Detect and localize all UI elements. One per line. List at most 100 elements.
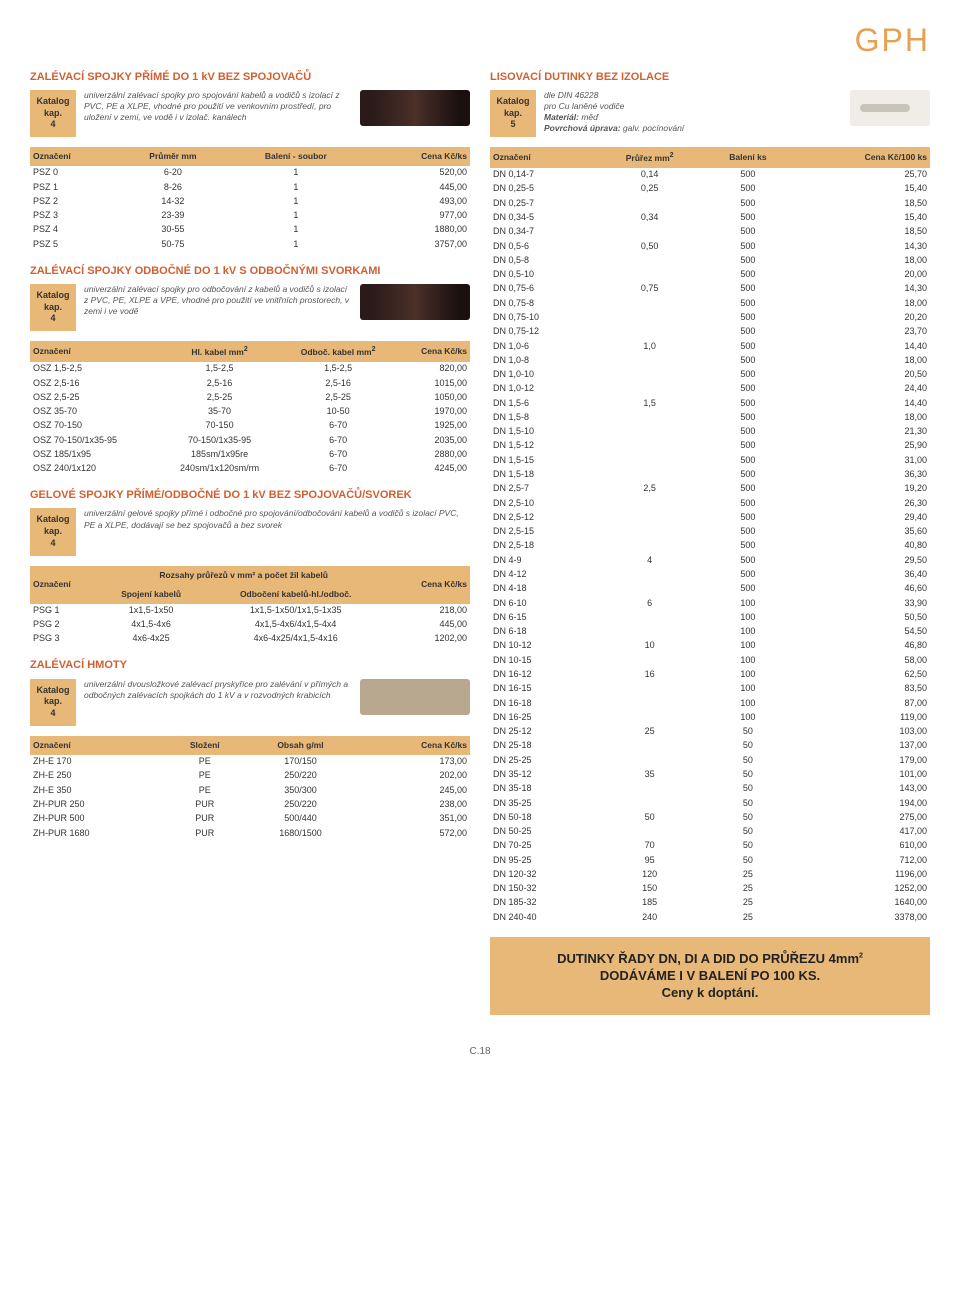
table-row: PSG 24x1,5-4x64x1,5-4x6/4x1,5-4x4445,00 [30, 618, 470, 632]
catalog-chapter-box: Katalogkap.5 [490, 90, 536, 137]
table-row: OSZ 70-150/1x35-9570-150/1x35-956-702035… [30, 433, 470, 447]
table-row: DN 185-32185251640,00 [490, 896, 930, 910]
table-row: DN 1,5-1850036,30 [490, 468, 930, 482]
table-row: DN 4-1850046,60 [490, 582, 930, 596]
table-row: PSZ 06-201520,00 [30, 166, 470, 180]
table-row: DN 16-25100119,00 [490, 711, 930, 725]
section-title: LISOVACÍ DUTINKY BEZ IZOLACE [490, 70, 930, 84]
table-row: DN 0,5-1050020,00 [490, 268, 930, 282]
table-row: PSZ 18-261445,00 [30, 180, 470, 194]
section-title: ZALÉVACÍ SPOJKY PŘÍMÉ DO 1 kV BEZ SPOJOV… [30, 70, 470, 84]
section-description: univerzální gelové spojky přímé i odbočn… [84, 508, 470, 530]
table-row: ZH-PUR 500PUR500/440351,00 [30, 812, 470, 826]
table-row: DN 0,75-60,7550014,30 [490, 282, 930, 296]
table-row: ZH-E 350PE350/300245,00 [30, 783, 470, 797]
product-image [360, 284, 470, 320]
section-title: ZALÉVACÍ SPOJKY ODBOČNÉ DO 1 kV S ODBOČN… [30, 264, 470, 278]
table-row: DN 240-40240253378,00 [490, 910, 930, 924]
table-row: DN 95-259550712,00 [490, 853, 930, 867]
section-title: GELOVÉ SPOJKY PŘÍMÉ/ODBOČNÉ DO 1 kV BEZ … [30, 488, 470, 502]
table-row: DN 150-32150251252,00 [490, 882, 930, 896]
section-description: univerzální zalévací spojky pro spojován… [84, 90, 352, 123]
table-row: DN 1,0-61,050014,40 [490, 339, 930, 353]
table-row: OSZ 240/1x120240sm/1x120sm/rm6-704245,00 [30, 462, 470, 476]
catalog-chapter-box: Katalogkap.4 [30, 284, 76, 331]
page-number: C.18 [30, 1045, 930, 1058]
table-row: PSZ 430-5511880,00 [30, 223, 470, 237]
table-row: DN 6-1810054,50 [490, 625, 930, 639]
table-row: ZH-E 250PE250/220202,00 [30, 769, 470, 783]
table-row: DN 2,5-1050026,30 [490, 496, 930, 510]
catalog-chapter-box: Katalogkap.4 [30, 90, 76, 137]
table-row: DN 1,0-1250024,40 [490, 382, 930, 396]
product-image [360, 679, 470, 715]
table-row: OSZ 2,5-162,5-162,5-161015,00 [30, 376, 470, 390]
table-row: DN 1,0-850018,00 [490, 353, 930, 367]
product-image [360, 90, 470, 126]
table-row: DN 4-1250036,40 [490, 568, 930, 582]
table-row: DN 70-257050610,00 [490, 839, 930, 853]
table-row: DN 10-121010046,80 [490, 639, 930, 653]
table-row: DN 50-2550417,00 [490, 825, 930, 839]
table-row: PSG 34x6-4x254x6-4x25/4x1,5-4x161202,00 [30, 632, 470, 646]
catalog-chapter-box: Katalogkap.4 [30, 679, 76, 726]
data-table: OznačeníRozsahy průřezů v mm² a počet ži… [30, 566, 470, 647]
table-row: DN 35-2550194,00 [490, 796, 930, 810]
table-row: DN 1,5-61,550014,40 [490, 396, 930, 410]
table-row: OSZ 35-7035-7010-501970,00 [30, 405, 470, 419]
section-title: ZALÉVACÍ HMOTY [30, 658, 470, 672]
table-row: OSZ 2,5-252,5-252,5-251050,00 [30, 390, 470, 404]
table-row: DN 35-123550101,00 [490, 768, 930, 782]
table-row: DN 2,5-1250029,40 [490, 511, 930, 525]
table-row: DN 0,25-750018,50 [490, 196, 930, 210]
data-table: OznačeníPrůměr mmBalení - souborCena Kč/… [30, 147, 470, 252]
table-row: DN 0,75-1250023,70 [490, 325, 930, 339]
table-row: ZH-E 170PE170/150173,00 [30, 755, 470, 769]
table-row: DN 35-1850143,00 [490, 782, 930, 796]
table-row: DN 4-9450029,50 [490, 553, 930, 567]
table-row: DN 6-1510050,50 [490, 611, 930, 625]
product-image [850, 90, 930, 126]
table-row: DN 0,34-750018,50 [490, 225, 930, 239]
table-row: DN 6-10610033,90 [490, 596, 930, 610]
left-column: ZALÉVACÍ SPOJKY PŘÍMÉ DO 1 kV BEZ SPOJOV… [30, 70, 470, 1016]
table-row: OSZ 185/1x95185sm/1x95re6-702880,00 [30, 448, 470, 462]
table-row: DN 2,5-72,550019,20 [490, 482, 930, 496]
section-description: dle DIN 46228pro Cu laněné vodičeMateriá… [544, 90, 842, 134]
table-row: DN 25-2550179,00 [490, 753, 930, 767]
catalog-chapter-box: Katalogkap.4 [30, 508, 76, 555]
data-table: OznačeníSloženíObsah g/mlCena Kč/ksZH-E … [30, 736, 470, 841]
table-row: DN 0,25-50,2550015,40 [490, 182, 930, 196]
table-row: DN 16-1810087,00 [490, 696, 930, 710]
table-row: DN 25-1850137,00 [490, 739, 930, 753]
table-row: DN 16-1510083,50 [490, 682, 930, 696]
section-description: univerzální zalévací spojky pro odbočová… [84, 284, 352, 317]
table-row: PSZ 550-7513757,00 [30, 237, 470, 251]
table-row: DN 0,5-850018,00 [490, 254, 930, 268]
table-row: DN 1,5-1550031,00 [490, 453, 930, 467]
table-row: DN 0,75-850018,00 [490, 296, 930, 310]
table-row: PSZ 323-391977,00 [30, 209, 470, 223]
table-row: DN 50-185050275,00 [490, 810, 930, 824]
table-row: DN 0,75-1050020,20 [490, 311, 930, 325]
data-table: OznačeníHl. kabel mm2Odboč. kabel mm2Cen… [30, 341, 470, 476]
table-row: DN 1,5-850018,00 [490, 411, 930, 425]
table-row: DN 0,5-60,5050014,30 [490, 239, 930, 253]
table-row: ZH-PUR 1680PUR1680/1500572,00 [30, 826, 470, 840]
table-row: OSZ 70-15070-1506-701925,00 [30, 419, 470, 433]
right-column: LISOVACÍ DUTINKY BEZ IZOLACE Katalogkap.5… [490, 70, 930, 1016]
table-row: DN 2,5-1550035,60 [490, 525, 930, 539]
table-row: PSZ 214-321493,00 [30, 195, 470, 209]
table-row: DN 0,14-70,1450025,70 [490, 168, 930, 182]
table-row: ZH-PUR 250PUR250/220238,00 [30, 798, 470, 812]
table-row: OSZ 1,5-2,51,5-2,51,5-2,5820,00 [30, 362, 470, 376]
table-row: PSG 11x1,5-1x501x1,5-1x50/1x1,5-1x35218,… [30, 604, 470, 618]
table-row: DN 1,5-1050021,30 [490, 425, 930, 439]
table-row: DN 16-121610062,50 [490, 668, 930, 682]
section-description: univerzální dvousložkové zalévací prysky… [84, 679, 352, 701]
table-row: DN 0,34-50,3450015,40 [490, 211, 930, 225]
table-row: DN 10-1510058,00 [490, 653, 930, 667]
table-row: DN 1,5-1250025,90 [490, 439, 930, 453]
table-row: DN 120-32120251196,00 [490, 868, 930, 882]
table-row: DN 25-122550103,00 [490, 725, 930, 739]
